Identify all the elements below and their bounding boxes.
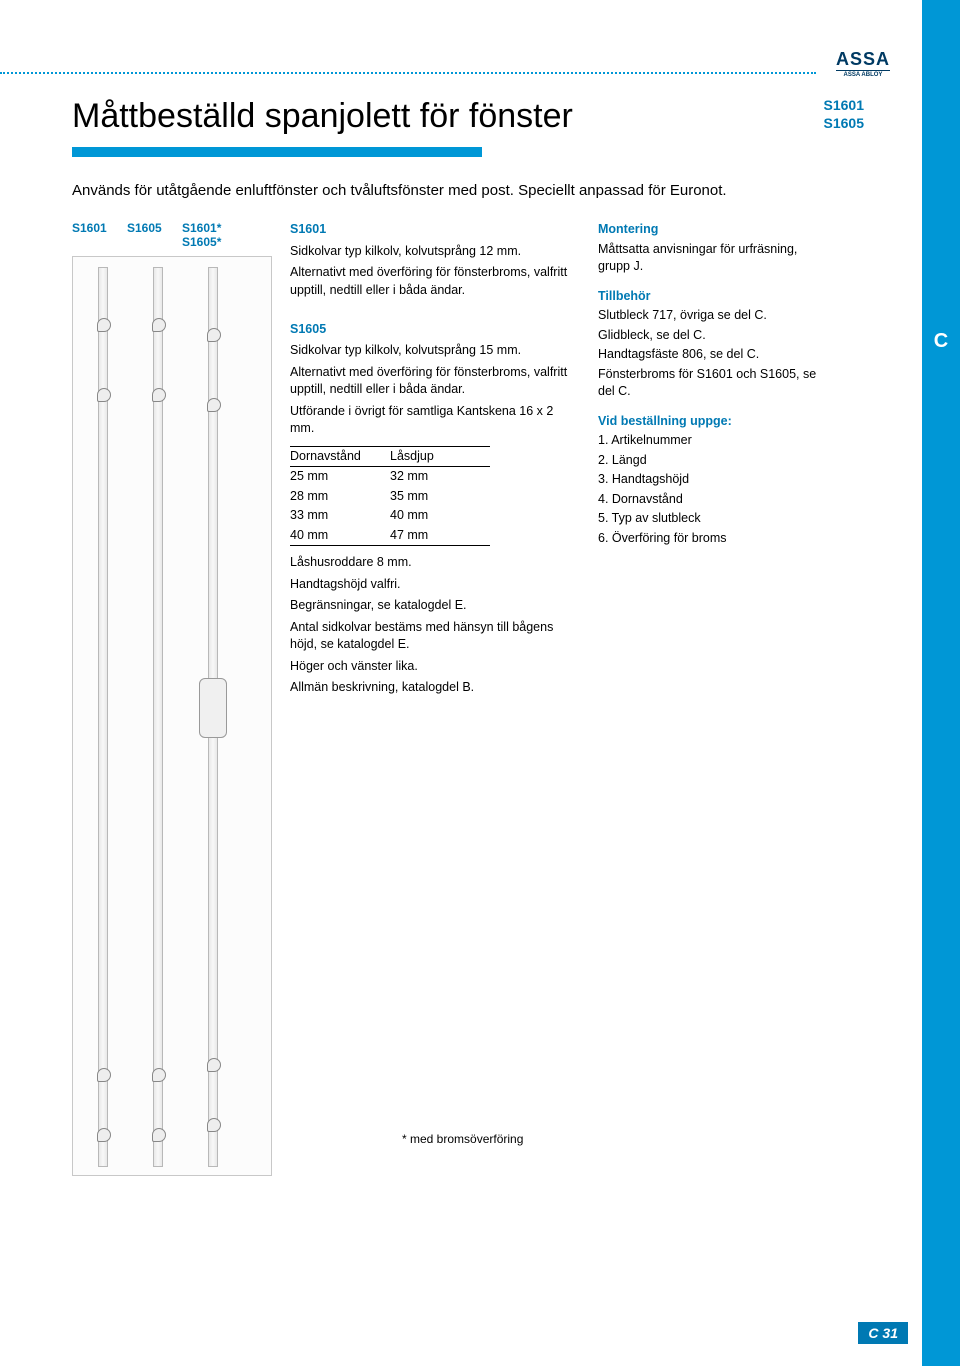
side-tab: C <box>922 0 960 1366</box>
model-1: S1601 <box>824 96 864 114</box>
order-4: 4. Dornavstånd <box>598 491 828 509</box>
footnote: * med bromsöverföring <box>402 1132 523 1146</box>
cam-icon <box>97 388 111 402</box>
title-row: Måttbeställd spanjolett för fönster S160… <box>72 96 892 137</box>
cam-icon <box>152 1068 166 1082</box>
extra-2: Handtagshöjd valfri. <box>290 576 580 594</box>
order-5: 5. Typ av slutbleck <box>598 510 828 528</box>
order-6: 6. Överföring för broms <box>598 530 828 548</box>
tillbehor-2: Glidbleck, se del C. <box>598 327 828 345</box>
order-1: 1. Artikelnummer <box>598 432 828 450</box>
table-row: 40 mm47 mm <box>290 526 490 546</box>
s1605-p2: Alternativt med överföring för fönsterbr… <box>290 364 580 399</box>
model-2: S1605 <box>824 114 864 132</box>
table-row: 33 mm40 mm <box>290 506 490 526</box>
description-column: S1601 Sidkolvar typ kilkolv, kolvutsprån… <box>290 221 580 701</box>
intro-text: Används för utåtgående enluftfönster och… <box>72 181 892 201</box>
cam-icon <box>152 388 166 402</box>
table-row: 28 mm35 mm <box>290 487 490 507</box>
table-row: 25 mm32 mm <box>290 467 490 487</box>
extra-3: Begränsningar, se katalogdel E. <box>290 597 580 615</box>
diag-label-1: S1601 <box>72 221 127 250</box>
s1601-p1: Sidkolvar typ kilkolv, kolvutsprång 12 m… <box>290 243 580 261</box>
diag-label-2: S1605 <box>127 221 182 250</box>
diagram-column: S1601 S1605 S1601* S1605* <box>72 221 272 1176</box>
cam-icon <box>207 1058 221 1072</box>
diag-label-3: S1601* S1605* <box>182 221 237 250</box>
header-divider <box>0 72 816 74</box>
montering-section: Montering Måttsatta anvisningar för urfr… <box>598 221 828 276</box>
order-heading: Vid beställning uppge: <box>598 413 828 431</box>
main-columns: S1601 S1605 S1601* S1605* <box>72 221 892 1176</box>
dimension-table: Dornavstånd Låsdjup 25 mm32 mm 28 mm35 m… <box>290 446 490 547</box>
rail-2 <box>153 267 163 1167</box>
tillbehor-heading: Tillbehör <box>598 288 828 306</box>
montering-heading: Montering <box>598 221 828 239</box>
cam-icon <box>207 398 221 412</box>
model-numbers: S1601 S1605 <box>824 96 864 132</box>
cam-icon <box>97 318 111 332</box>
extra-5: Höger och vänster lika. <box>290 658 580 676</box>
order-2: 2. Längd <box>598 452 828 470</box>
tillbehor-3: Handtagsfäste 806, se del C. <box>598 346 828 364</box>
s1605-heading: S1605 <box>290 322 326 336</box>
title-underline <box>72 147 482 157</box>
cam-icon <box>152 1128 166 1142</box>
technical-drawing <box>72 256 272 1176</box>
s1601-heading: S1601 <box>290 222 326 236</box>
diagram-labels: S1601 S1605 S1601* S1605* <box>72 221 272 250</box>
tillbehor-4: Fönsterbroms för S1601 och S1605, se del… <box>598 366 828 401</box>
s1605-p1: Sidkolvar typ kilkolv, kolvutsprång 15 m… <box>290 342 580 360</box>
cam-icon <box>97 1068 111 1082</box>
brand-logo: ASSA ASSA ABLOY <box>836 50 890 78</box>
extra-6: Allmän beskrivning, katalogdel B. <box>290 679 580 697</box>
cam-icon <box>97 1128 111 1142</box>
rail-3 <box>208 267 218 1167</box>
tillbehor-section: Tillbehör Slutbleck 717, övriga se del C… <box>598 288 828 401</box>
tillbehor-1: Slutbleck 717, övriga se del C. <box>598 307 828 325</box>
s1605-p3: Utförande i övrigt för samtliga Kantsken… <box>290 403 580 438</box>
logo-subtext: ASSA ABLOY <box>836 70 890 78</box>
sidebar-column: Montering Måttsatta anvisningar för urfr… <box>598 221 828 559</box>
extra-4: Antal sidkolvar bestäms med hänsyn till … <box>290 619 580 654</box>
cam-icon <box>207 1118 221 1132</box>
lock-housing-icon <box>199 678 227 738</box>
cam-icon <box>152 318 166 332</box>
th-2: Låsdjup <box>390 447 490 467</box>
montering-text: Måttsatta anvisningar för urfräsning, gr… <box>598 241 828 276</box>
page-content: Måttbeställd spanjolett för fönster S160… <box>72 96 892 1176</box>
logo-text: ASSA <box>836 50 890 68</box>
page-number: C 31 <box>858 1322 908 1344</box>
extra-1: Låshusroddare 8 mm. <box>290 554 580 572</box>
order-section: Vid beställning uppge: 1. Artikelnummer … <box>598 413 828 548</box>
rail-1 <box>98 267 108 1167</box>
tab-letter: C <box>934 330 948 353</box>
order-3: 3. Handtagshöjd <box>598 471 828 489</box>
page-title: Måttbeställd spanjolett för fönster <box>72 96 573 137</box>
th-1: Dornavstånd <box>290 447 390 467</box>
cam-icon <box>207 328 221 342</box>
s1601-p2: Alternativt med överföring för fönsterbr… <box>290 264 580 299</box>
table-header: Dornavstånd Låsdjup <box>290 447 490 468</box>
